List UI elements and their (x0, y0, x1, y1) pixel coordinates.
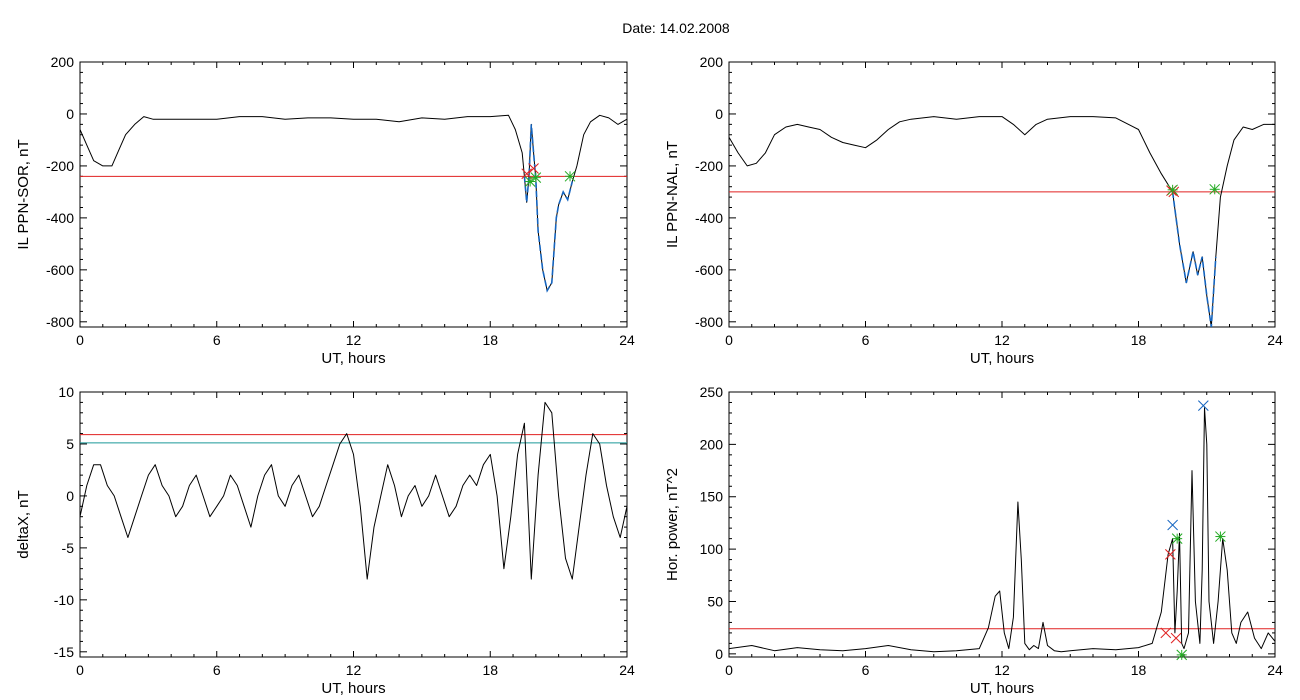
series-group (80, 114, 627, 293)
y-tick-label: 50 (707, 593, 723, 609)
panel-nal: 0 6 12 18 24 -800 -600 -400 -200 0 200 UT, hours IL … (664, 54, 1283, 367)
y-tick-label: 0 (66, 488, 74, 504)
y-tick-label: 0 (66, 106, 74, 122)
marker-cross (1170, 632, 1182, 644)
highlight-segment (1171, 191, 1217, 327)
y-tick-label: -600 (46, 262, 74, 278)
y-tick-label: -800 (46, 314, 74, 330)
y-tick-label: -400 (46, 210, 74, 226)
y-tick-label: 200 (700, 436, 724, 452)
series-group (80, 401, 627, 580)
y-tick-label: -400 (695, 210, 723, 226)
series-line (80, 114, 627, 292)
y-axis-label: IL PPN-SOR, nT (15, 139, 32, 249)
marker-star (1209, 183, 1221, 195)
y-axis-label: deltaX, nT (15, 490, 32, 558)
marker-cross (1164, 548, 1176, 560)
panels: 0 6 12 18 24 -800 -600 -400 -200 0 200 UT, hours IL … (15, 54, 1283, 697)
plot-frame (79, 61, 628, 328)
x-tick-label: 12 (994, 662, 1010, 678)
x-tick-label: 12 (346, 662, 362, 678)
x-tick-label: 12 (994, 332, 1010, 348)
x-tick-label: 0 (725, 662, 733, 678)
y-axis-label: IL PPN-NAL, nT (664, 141, 681, 248)
y-tick-label: -200 (695, 158, 723, 174)
x-axis-label: UT, hours (970, 680, 1034, 697)
y-tick-label: -10 (54, 592, 74, 608)
marker-star (1176, 649, 1188, 661)
x-tick-label: 18 (482, 662, 498, 678)
x-axis-label: UT, hours (970, 350, 1034, 367)
y-tick-label: -600 (695, 262, 723, 278)
y-tick-label: 5 (66, 436, 74, 452)
panel-sor: 0 6 12 18 24 -800 -600 -400 -200 0 200 UT, hours IL … (15, 54, 635, 367)
marker-cross (1160, 627, 1172, 639)
panel-power: 0 6 12 18 24 0 50 100 150 200 250 UT, hours Hor. pow… (664, 384, 1283, 697)
x-axis-label: UT, hours (321, 350, 385, 367)
x-tick-label: 6 (213, 662, 221, 678)
x-tick-label: 12 (346, 332, 362, 348)
y-tick-label: 200 (700, 54, 724, 70)
series-line (729, 116, 1275, 327)
x-tick-label: 24 (619, 332, 635, 348)
series-line (80, 401, 627, 580)
y-tick-label: 200 (51, 54, 75, 70)
marker-star (1167, 184, 1178, 196)
y-tick-label: -15 (54, 644, 74, 660)
marker-cross (528, 163, 539, 174)
y-tick-label: -800 (695, 314, 723, 330)
y-tick-label: 0 (715, 646, 723, 662)
figure-title: Date: 14.02.2008 (622, 20, 730, 36)
x-tick-label: 24 (619, 662, 635, 678)
y-tick-label: 100 (700, 541, 724, 557)
series-group (729, 407, 1275, 653)
marker-star (1171, 533, 1183, 544)
y-tick-label: -200 (46, 158, 74, 174)
plot-frame (79, 391, 628, 658)
y-tick-label: 250 (700, 384, 724, 400)
x-tick-label: 0 (725, 332, 733, 348)
x-tick-label: 24 (1267, 662, 1283, 678)
marker-star (564, 170, 576, 182)
x-tick-label: 6 (862, 332, 870, 348)
series-line (729, 407, 1275, 653)
x-tick-label: 6 (862, 662, 870, 678)
x-tick-label: 24 (1267, 332, 1283, 348)
y-tick-label: 0 (715, 106, 723, 122)
y-tick-label: -5 (62, 540, 75, 556)
marker-star (1215, 531, 1226, 542)
x-axis-label: UT, hours (321, 680, 385, 697)
marker-cross (1197, 400, 1209, 411)
x-tick-label: 6 (213, 332, 221, 348)
y-tick-label: 150 (700, 489, 724, 505)
panel-deltax: 0 6 12 18 24 -15 -10 -5 0 5 10 UT, hours deltaX, nT (15, 384, 635, 697)
marker-star (530, 172, 542, 183)
x-tick-label: 18 (1131, 332, 1147, 348)
series-group (729, 116, 1275, 327)
highlight-segment (523, 124, 574, 293)
y-axis-label: Hor. power, nT^2 (664, 468, 681, 581)
marker-star (524, 176, 536, 187)
x-tick-label: 18 (482, 332, 498, 348)
plot-frame (728, 61, 1276, 328)
y-tick-label: 10 (58, 384, 74, 400)
x-tick-label: 0 (76, 662, 84, 678)
marker-cross (1168, 186, 1180, 198)
x-tick-label: 18 (1131, 662, 1147, 678)
marker-cross (1167, 519, 1178, 531)
x-tick-label: 0 (76, 332, 84, 348)
